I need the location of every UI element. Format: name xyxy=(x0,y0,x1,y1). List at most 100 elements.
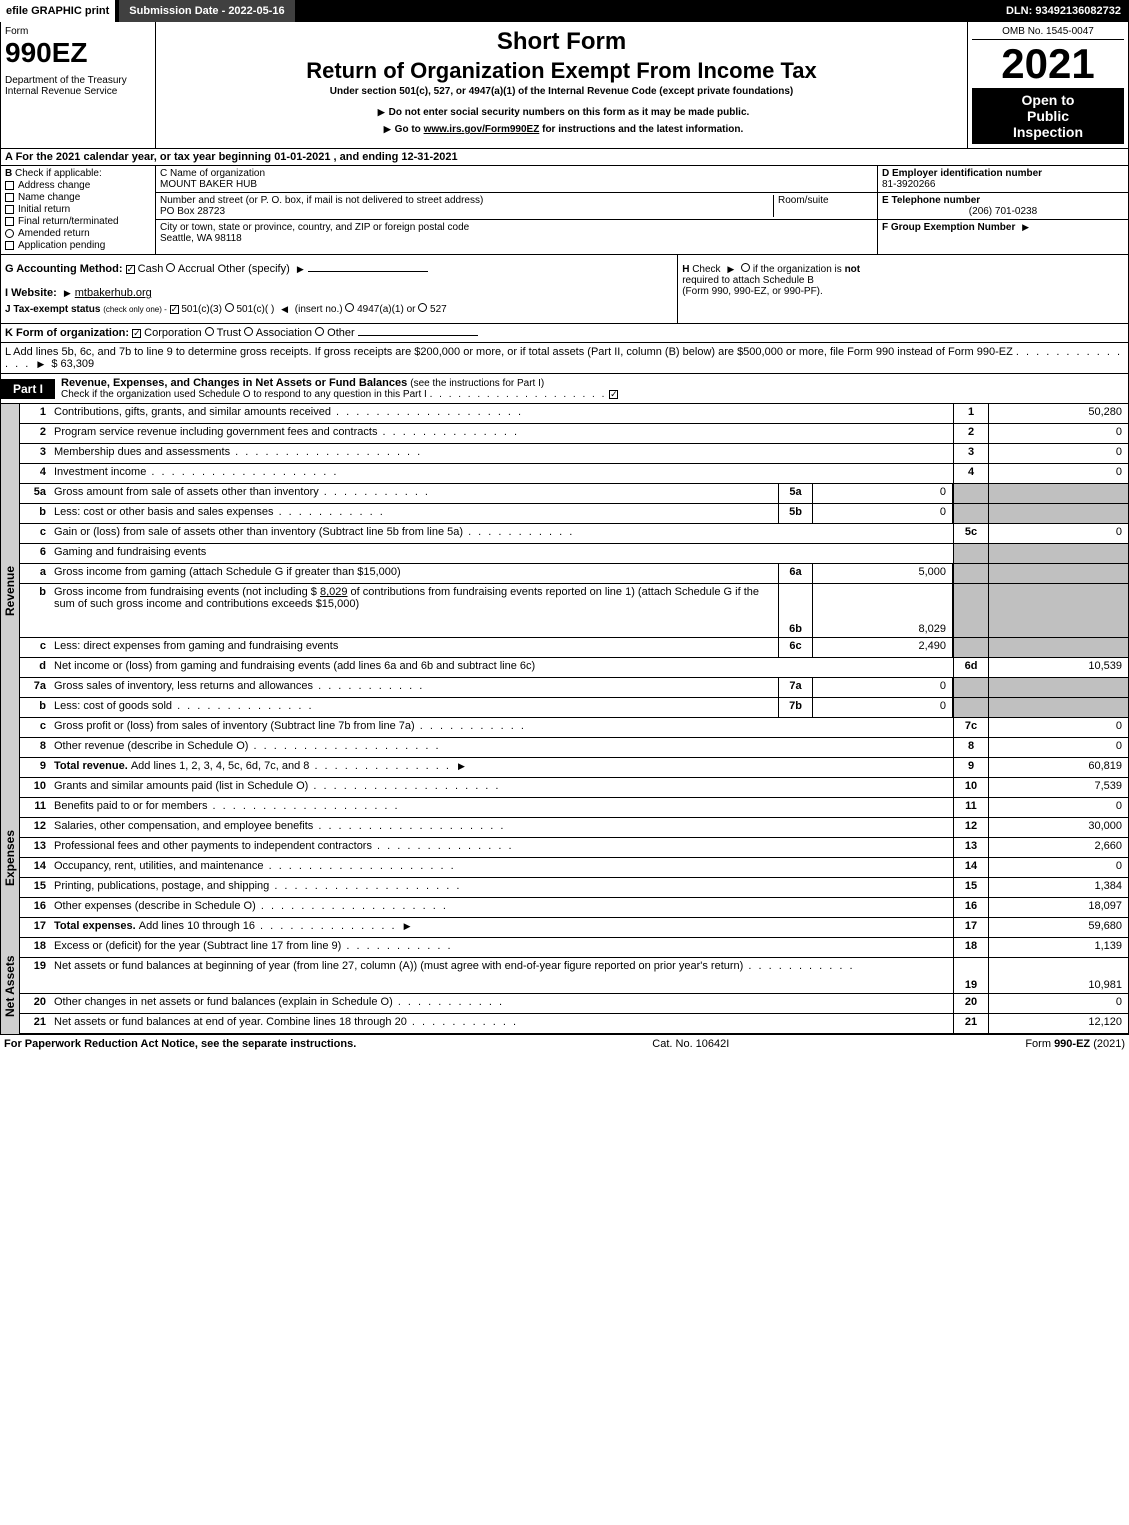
l4-rval: 0 xyxy=(988,464,1128,483)
website-link[interactable]: mtbakerhub.org xyxy=(75,287,152,299)
footer-right-prefix: Form xyxy=(1025,1038,1054,1050)
instruction-2: Go to www.irs.gov/Form990EZ for instruct… xyxy=(162,124,961,135)
l20-num: 20 xyxy=(20,994,50,1013)
l9-rnum: 9 xyxy=(953,758,988,777)
radio-h-check[interactable] xyxy=(741,263,750,272)
part1-label: Part I xyxy=(1,379,55,399)
opt-association: Association xyxy=(256,327,312,339)
l13-rnum: 13 xyxy=(953,838,988,857)
open-inspection-box: Open to Public Inspection xyxy=(972,88,1124,144)
checkbox-application-pending[interactable]: Application pending xyxy=(5,240,151,251)
l21-rnum: 21 xyxy=(953,1014,988,1033)
radio-accrual[interactable] xyxy=(166,263,175,272)
radio-association[interactable] xyxy=(244,327,253,336)
l2-rnum: 2 xyxy=(953,424,988,443)
l6d-text: Net income or (loss) from gaming and fun… xyxy=(50,658,953,677)
radio-trust[interactable] xyxy=(205,327,214,336)
l6c-sval: 2,490 xyxy=(813,638,953,657)
city-value: Seattle, WA 98118 xyxy=(160,233,873,244)
l11-rval: 0 xyxy=(988,798,1128,817)
opt-name-change: Name change xyxy=(18,192,80,203)
irs-link[interactable]: www.irs.gov/Form990EZ xyxy=(424,124,540,135)
l5c-rval: 0 xyxy=(988,524,1128,543)
l6a-text: Gross income from gaming (attach Schedul… xyxy=(50,564,778,583)
l6c-num: c xyxy=(20,638,50,657)
l17-rnum: 17 xyxy=(953,918,988,937)
opt-other: Other xyxy=(327,327,355,339)
l6d-rval: 10,539 xyxy=(988,658,1128,677)
line-2: 2 Program service revenue including gover… xyxy=(19,424,1129,444)
checkbox-name-change[interactable]: Name change xyxy=(5,192,151,203)
l5a-text: Gross amount from sale of assets other t… xyxy=(54,486,319,498)
l6a-sval: 5,000 xyxy=(813,564,953,583)
form-header: Form 990EZ Department of the Treasury In… xyxy=(0,22,1129,149)
section-a: A For the 2021 calendar year, or tax yea… xyxy=(0,149,1129,166)
radio-other[interactable] xyxy=(315,327,324,336)
l1-text: Contributions, gifts, grants, and simila… xyxy=(54,406,331,418)
opt-amended-return: Amended return xyxy=(18,228,90,239)
l5c-text: Gain or (loss) from sale of assets other… xyxy=(54,526,463,538)
checkbox-cash[interactable] xyxy=(126,265,135,274)
phone-label: E Telephone number xyxy=(882,195,1124,206)
i-label: I Website: xyxy=(5,287,57,299)
dept-treasury: Department of the Treasury xyxy=(5,75,151,86)
h-not: not xyxy=(845,264,861,275)
l5c-rnum: 5c xyxy=(953,524,988,543)
line-5c: cGain or (loss) from sale of assets othe… xyxy=(19,524,1129,544)
l8-num: 8 xyxy=(20,738,50,757)
l-value: $ 63,309 xyxy=(51,358,94,370)
section-gh: G Accounting Method: Cash Accrual Other … xyxy=(0,255,1129,324)
radio-501c[interactable] xyxy=(225,303,234,312)
l6b-shade xyxy=(953,584,988,637)
checkbox-address-change[interactable]: Address change xyxy=(5,180,151,191)
opt-initial-return: Initial return xyxy=(18,204,70,215)
top-bar: efile GRAPHIC print Submission Date - 20… xyxy=(0,0,1129,22)
checkbox-initial-return[interactable]: Initial return xyxy=(5,204,151,215)
line-5b: bLess: cost or other basis and sales exp… xyxy=(19,504,1129,524)
l4-text: Investment income xyxy=(54,466,146,478)
irs-label: Internal Revenue Service xyxy=(5,86,151,97)
checkbox-501c3[interactable] xyxy=(170,305,179,314)
section-f: F Group Exemption Number xyxy=(878,220,1128,235)
l18-text: Excess or (deficit) for the year (Subtra… xyxy=(54,940,341,952)
l7b-num: b xyxy=(20,698,50,717)
checkbox-final-return[interactable]: Final return/terminated xyxy=(5,216,151,227)
footer: For Paperwork Reduction Act Notice, see … xyxy=(0,1034,1129,1053)
h-text1: Check xyxy=(692,264,720,275)
l9-text2: Add lines 1, 2, 3, 4, 5c, 6d, 7c, and 8 xyxy=(131,760,310,772)
l6b-snum: 6b xyxy=(778,584,813,637)
l7a-shade xyxy=(953,678,988,697)
line-6d: dNet income or (loss) from gaming and fu… xyxy=(19,658,1129,678)
radio-527[interactable] xyxy=(418,303,427,312)
l8-rnum: 8 xyxy=(953,738,988,757)
l7a-sval: 0 xyxy=(813,678,953,697)
open2: Public xyxy=(978,108,1118,124)
section-g: G Accounting Method: Cash Accrual Other … xyxy=(1,255,677,323)
l20-rval: 0 xyxy=(988,994,1128,1013)
efile-print-button[interactable]: efile GRAPHIC print xyxy=(0,0,115,22)
open3: Inspection xyxy=(978,124,1118,140)
l2-text: Program service revenue including govern… xyxy=(54,426,377,438)
org-name-label: C Name of organization xyxy=(160,168,873,179)
footer-right-form: 990-EZ xyxy=(1054,1038,1090,1050)
checkbox-corporation[interactable] xyxy=(132,329,141,338)
checkbox-amended-return[interactable]: Amended return xyxy=(5,228,151,239)
address-value: PO Box 28723 xyxy=(160,206,773,217)
l16-text: Other expenses (describe in Schedule O) xyxy=(54,900,256,912)
radio-4947[interactable] xyxy=(345,303,354,312)
l5a-sval: 0 xyxy=(813,484,953,503)
opt-corporation: Corporation xyxy=(144,327,201,339)
line-5a: 5aGross amount from sale of assets other… xyxy=(19,484,1129,504)
l6a-num: a xyxy=(20,564,50,583)
footer-right: Form 990-EZ (2021) xyxy=(1025,1038,1125,1050)
org-name: MOUNT BAKER HUB xyxy=(160,179,873,190)
l6b-sval: 8,029 xyxy=(813,584,953,637)
l7c-rnum: 7c xyxy=(953,718,988,737)
l8-rval: 0 xyxy=(988,738,1128,757)
l16-rval: 18,097 xyxy=(988,898,1128,917)
l6-text: Gaming and fundraising events xyxy=(50,544,953,563)
l4-rnum: 4 xyxy=(953,464,988,483)
checkbox-schedule-o[interactable] xyxy=(609,390,618,399)
city-row: City or town, state or province, country… xyxy=(156,220,877,246)
part1-title: Revenue, Expenses, and Changes in Net As… xyxy=(55,374,1128,403)
